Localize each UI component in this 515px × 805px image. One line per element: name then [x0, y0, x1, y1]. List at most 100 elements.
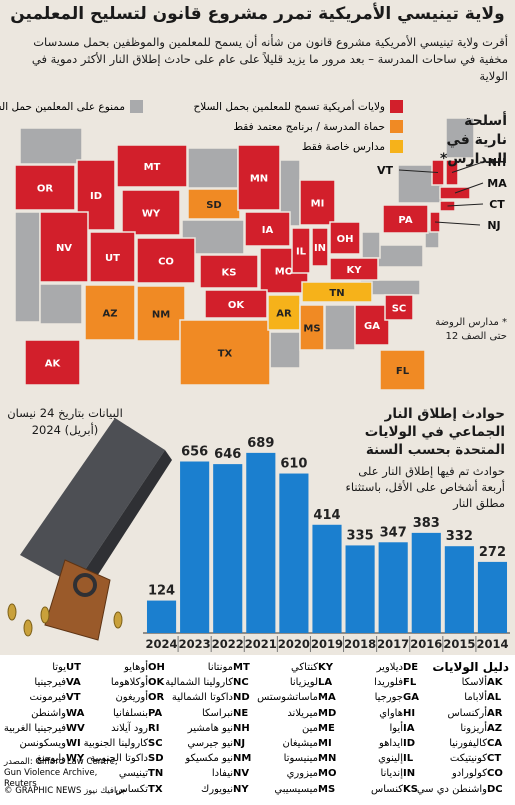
key-abbr: MS: [318, 783, 336, 795]
legend-item: ممنوع على المعلمين حمل السلاح: [0, 100, 143, 113]
key-abbr: OH: [148, 662, 165, 673]
value-label: 646: [214, 447, 241, 462]
key-abbr: MI: [318, 738, 332, 749]
key-entry: VTفيرمونت: [30, 692, 88, 703]
key-entry: WVفيرجينيا الغربية: [4, 723, 88, 734]
chart-subtitle: حوادث تم فيها إطلاق النار على أربعة أشخا…: [345, 464, 505, 510]
key-entry: COكولورادو: [452, 768, 509, 779]
x-tick-label: 2021: [245, 637, 277, 651]
state-shape: [89, 231, 136, 283]
key-abbr: KS: [403, 783, 418, 795]
legend-swatch: [390, 120, 403, 133]
state-label: MT: [144, 162, 161, 173]
key-name: أيوا: [389, 722, 403, 734]
state-shape: [19, 127, 83, 165]
key-abbr: FL: [403, 677, 417, 689]
state-label: OK: [228, 300, 246, 311]
key-entry: KSكنساس: [371, 784, 425, 795]
key-name: فيرمونت: [29, 692, 66, 704]
key-name: نيفادا: [211, 768, 233, 780]
key-entry: UTيوتا: [52, 662, 88, 673]
state-shape: [76, 159, 116, 231]
key-name: ميزوري: [286, 768, 318, 780]
x-tick-label: 2019: [311, 637, 343, 651]
key-abbr: WI: [66, 738, 81, 749]
value-label: 332: [446, 529, 473, 544]
state-shape: [204, 289, 268, 319]
key-name: بنسلفانيا: [113, 707, 148, 719]
state-shape: [291, 227, 311, 274]
key-abbr: ME: [318, 722, 335, 734]
key-entry: MDميريلاند: [287, 708, 340, 719]
key-name: داكوتا الجنوبية: [90, 753, 148, 765]
state-shape: [299, 304, 325, 351]
key-abbr: IL: [403, 753, 414, 765]
key-name: كنساس: [371, 783, 403, 795]
state-label: UT: [105, 253, 120, 264]
key-abbr: TN: [148, 768, 164, 780]
x-tick-label: 2023: [179, 637, 211, 651]
state-shape: [121, 189, 181, 236]
leader-line: [434, 221, 481, 226]
x-tick-label: 2016: [410, 637, 442, 651]
key-abbr: WV: [66, 722, 85, 734]
leader-line: [447, 203, 484, 207]
state-label: ID: [90, 191, 102, 202]
legend-label: مدارس خاصة فقط: [301, 140, 385, 153]
key-entry: CTكونيتيكت: [450, 753, 509, 764]
state-label: CT: [489, 198, 505, 211]
key-name: نيويورك: [201, 783, 233, 795]
key-name: نيو هامشير: [187, 722, 233, 734]
key-abbr: MO: [318, 768, 337, 780]
bar: [246, 452, 276, 633]
key-entry: IDايداهو: [379, 738, 425, 749]
bullet: [113, 611, 123, 629]
state-shape: [136, 237, 196, 284]
state-label: MN: [250, 174, 268, 185]
key-name: كارولينا الجنوبية: [83, 738, 148, 749]
key-abbr: NY: [233, 783, 249, 795]
key-entry: RIرود آيلاند: [111, 723, 170, 734]
key-entry: DCواشنطن دي سي: [417, 784, 509, 795]
key-name: ماساتشوستس: [257, 692, 318, 704]
key-abbr: NM: [233, 753, 252, 765]
state-shape: [39, 211, 89, 283]
key-name: كونيتيكت: [449, 753, 487, 765]
key-abbr: MN: [318, 753, 337, 765]
map: OR ID MT WY NV UT CO SD MN IA KS MO MI IL IN OH KY PA AZ NM…: [14, 144, 507, 391]
value-label: 272: [479, 545, 506, 560]
key-entry: TNتينيسي: [119, 768, 170, 779]
key-entry: VAفيرجينيا: [34, 677, 88, 688]
state-shape: [14, 164, 76, 211]
state-shape: [329, 221, 361, 255]
state-shape: [445, 117, 475, 159]
key-abbr: VT: [66, 692, 81, 704]
key-abbr: UT: [66, 662, 81, 673]
state-label: NJ: [487, 219, 500, 232]
key-abbr: CT: [487, 753, 502, 765]
key-entry: SCكارولينا الجنوبية: [84, 738, 170, 749]
source: المصدر: Gifford Law Centre, Gun Violence…: [4, 757, 118, 789]
key-name: كارولينا الشمالية: [165, 677, 233, 689]
state-shape: [187, 147, 239, 189]
key-name: ميريلاند: [287, 707, 318, 719]
key-name: داكوتا الشمالية: [171, 692, 233, 704]
state-shape: [24, 339, 81, 386]
key-name: وايومنغ: [36, 753, 66, 765]
key-entry: INإنديانا: [381, 768, 425, 779]
key-entry: WIويسكونسن: [19, 738, 88, 749]
legend-label: ولايات أمريكية تسمح للمعلمين بحمل السلاح: [193, 100, 385, 113]
key-name: رود آيلاند: [111, 722, 148, 734]
bullet: [40, 606, 50, 624]
key-name: ألاباما: [464, 692, 487, 704]
key-abbr: CO: [487, 768, 503, 780]
key-entry: ILإلينوي: [378, 753, 425, 764]
key-abbr: DE: [403, 662, 419, 673]
bar: [345, 545, 375, 633]
value-label: 347: [380, 525, 407, 540]
x-tick-label: 2024: [146, 637, 178, 651]
key-name: ميشيغان: [282, 738, 318, 749]
key-name: مين: [302, 722, 318, 734]
key-entry: MNمينيسوتا: [284, 753, 340, 764]
